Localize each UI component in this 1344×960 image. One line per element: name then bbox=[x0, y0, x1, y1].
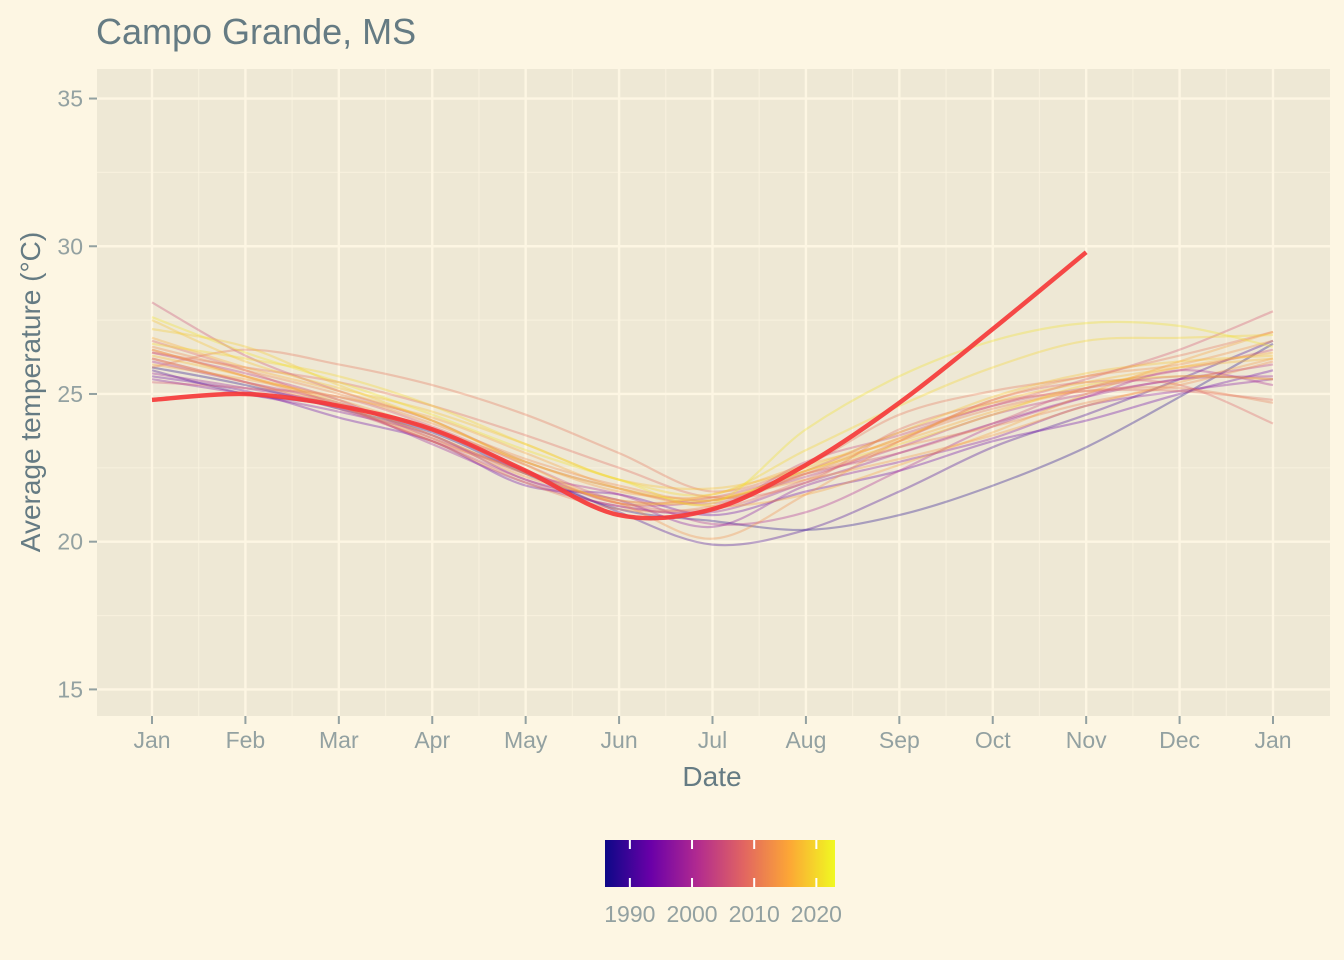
x-tick-label: Nov bbox=[1066, 727, 1107, 753]
x-tick-label: Jan bbox=[1254, 727, 1291, 753]
series-line-2018 bbox=[151, 319, 1274, 491]
x-tick-label: Jun bbox=[601, 727, 638, 753]
chart-title: Campo Grande, MS bbox=[96, 11, 416, 52]
x-tick-label: Apr bbox=[414, 727, 450, 753]
series-line-2019 bbox=[151, 327, 1274, 502]
series-line-2002 bbox=[151, 351, 1274, 507]
x-tick-label: Jul bbox=[698, 727, 727, 753]
colorbar-legend: 1990 2000 2010 2020 bbox=[604, 840, 842, 927]
series-line-2015 bbox=[151, 330, 1274, 508]
y-tick-label: 35 bbox=[57, 86, 83, 112]
x-tick-label: Dec bbox=[1159, 727, 1200, 753]
y-axis-title: Average temperature (°C) bbox=[15, 232, 46, 552]
grid-lines bbox=[97, 69, 1330, 716]
series-line-2010 bbox=[151, 330, 1274, 493]
colorbar-label: 2020 bbox=[791, 901, 842, 927]
colorbar-label: 2000 bbox=[666, 901, 717, 927]
series-line-2017 bbox=[151, 354, 1274, 505]
x-tick-label: May bbox=[504, 727, 548, 753]
y-tick-label: 30 bbox=[57, 233, 83, 259]
y-tick-label: 15 bbox=[57, 676, 83, 702]
series-line-1996 bbox=[151, 378, 1274, 529]
series-line-2016 bbox=[151, 336, 1274, 506]
series-line-2009 bbox=[151, 351, 1274, 499]
series-line-1993 bbox=[151, 369, 1274, 517]
series-line-2005 bbox=[151, 301, 1274, 505]
x-axis: Jan Feb Mar Apr May Jun Jul Aug Sep Oct Nov Dec Jan bbox=[133, 716, 1292, 753]
x-tick-label: Oct bbox=[975, 727, 1011, 753]
y-tick-label: 20 bbox=[57, 529, 83, 555]
x-tick-label: Sep bbox=[879, 727, 920, 753]
y-tick-label: 25 bbox=[57, 381, 83, 407]
colorbar-label: 2010 bbox=[729, 901, 780, 927]
x-tick-label: Feb bbox=[226, 727, 266, 753]
series-line-2014 bbox=[151, 348, 1274, 500]
series-layer bbox=[151, 250, 1274, 547]
y-axis: 15 20 25 30 35 bbox=[57, 86, 97, 702]
series-line-2012 bbox=[151, 345, 1274, 502]
series-line-2021 bbox=[151, 316, 1274, 507]
colorbar-label: 1990 bbox=[604, 901, 655, 927]
series-line-2023 bbox=[151, 250, 1088, 521]
x-tick-label: Aug bbox=[785, 727, 826, 753]
x-axis-title: Date bbox=[682, 761, 741, 792]
x-tick-label: Mar bbox=[319, 727, 359, 753]
series-line-2020 bbox=[151, 333, 1274, 497]
series-line-2000 bbox=[151, 360, 1274, 526]
colorbar bbox=[605, 840, 835, 887]
series-line-1987 bbox=[151, 342, 1274, 532]
series-line-2006 bbox=[151, 310, 1274, 505]
x-tick-label: Jan bbox=[133, 727, 170, 753]
